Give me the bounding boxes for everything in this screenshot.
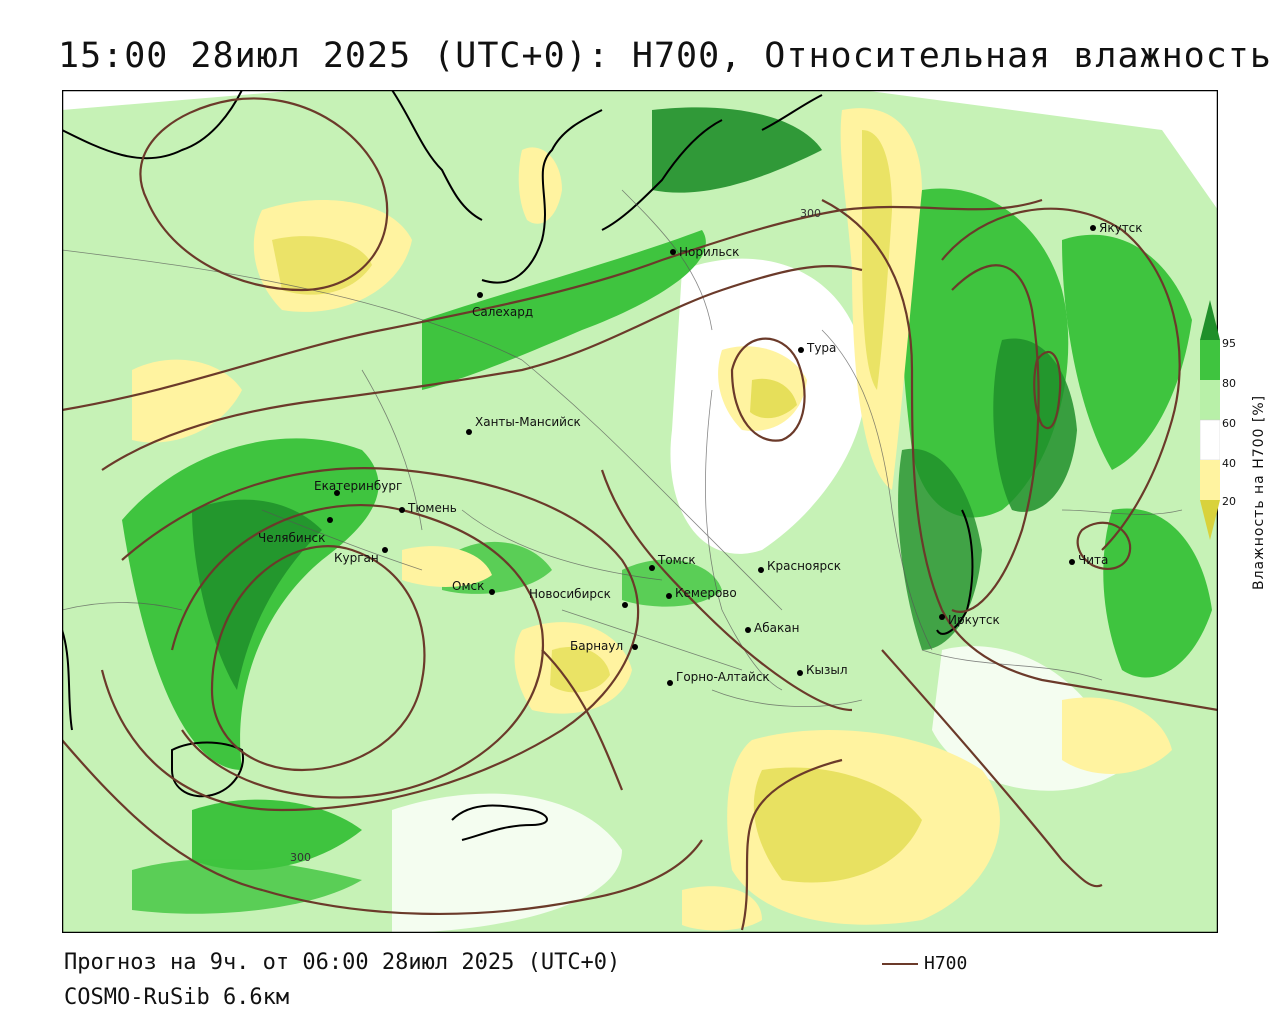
colorbar-tick-80: 80 <box>1222 377 1236 390</box>
h700-contour <box>740 758 843 931</box>
city-marker[interactable]: Новосибирск <box>529 587 628 608</box>
h700-contour <box>941 207 1181 551</box>
city-marker[interactable]: Чита <box>1069 553 1108 567</box>
map-title: 15:00 28июл 2025 (UTC+0): H700, Относите… <box>58 36 1272 76</box>
svg-text:Абакан: Абакан <box>754 621 799 635</box>
colorbar-band-40 <box>1200 460 1220 500</box>
colorbar-top-triangle <box>1200 300 1220 340</box>
city-marker[interactable]: Якутск <box>1090 221 1143 235</box>
city-marker[interactable]: Красноярск <box>758 559 841 573</box>
city-marker[interactable]: Ханты-Мансийск <box>466 415 581 435</box>
colorbar-title: Влажность на H700 [%] <box>1251 394 1267 590</box>
svg-text:Норильск: Норильск <box>679 245 739 259</box>
colorbar-tick-95: 95 <box>1222 337 1236 350</box>
h700-contour <box>1076 521 1132 570</box>
svg-text:Кызыл: Кызыл <box>806 663 848 677</box>
svg-text:Салехард: Салехард <box>472 305 533 319</box>
h700-legend-label: H700 <box>924 953 968 974</box>
colorbar-tick-40: 40 <box>1222 457 1236 470</box>
colorbar-band-60 <box>1200 419 1220 461</box>
h700-contour <box>101 265 863 471</box>
cities: Якутск Норильск Салехард Тура Ханты-Манс… <box>258 221 1143 686</box>
contour-label: 300 <box>800 207 821 220</box>
city-marker[interactable]: Курган <box>334 547 388 565</box>
city-marker[interactable]: Омск <box>452 579 495 595</box>
h700-legend-line <box>882 963 918 965</box>
svg-text:Омск: Омск <box>452 579 484 593</box>
svg-text:Красноярск: Красноярск <box>767 559 841 573</box>
svg-text:Иркутск: Иркутск <box>948 613 1000 627</box>
coastlines <box>62 90 974 841</box>
city-marker[interactable]: Екатеринбург <box>314 479 402 496</box>
svg-text:Кемерово: Кемерово <box>675 586 737 600</box>
city-marker[interactable]: Норильск <box>670 245 739 259</box>
h700-contour <box>821 199 1218 712</box>
svg-text:Екатеринбург: Екатеринбург <box>314 479 402 493</box>
border-lines <box>62 189 1183 707</box>
city-marker[interactable]: Кызыл <box>797 663 848 677</box>
h700-contour <box>62 198 1043 412</box>
h700-contour <box>170 503 545 799</box>
svg-text:Чита: Чита <box>1078 553 1108 567</box>
svg-text:Томск: Томск <box>657 553 696 567</box>
city-marker[interactable]: Барнаул <box>570 639 638 653</box>
h700-contour <box>600 469 853 712</box>
forecast-info: Прогноз на 9ч. от 06:00 28июл 2025 (UTC+… <box>64 950 621 975</box>
colorbar-band-80 <box>1200 380 1220 420</box>
h700-contour <box>881 649 1103 888</box>
city-marker[interactable]: Иркутск <box>939 613 1000 627</box>
svg-text:Барнаул: Барнаул <box>570 639 623 653</box>
city-marker[interactable]: Томск <box>649 553 696 571</box>
weather-map: 300 300 Якутск Норильск Салехард Тура Ха… <box>62 90 1218 933</box>
svg-text:Якутск: Якутск <box>1099 221 1143 235</box>
svg-text:Тура: Тура <box>806 341 836 355</box>
colorbar-band-95 <box>1200 340 1220 380</box>
h700-contour <box>210 545 426 772</box>
h700-contour <box>100 467 640 812</box>
h700-contour <box>541 649 624 791</box>
humidity-colorbar <box>1200 300 1220 540</box>
colorbar-bottom-triangle <box>1200 500 1220 540</box>
svg-text:Курган: Курган <box>334 551 379 565</box>
h700-contours <box>62 97 1218 931</box>
h700-contour <box>139 97 389 292</box>
colorbar-tick-20: 20 <box>1222 495 1236 508</box>
svg-text:Челябинск: Челябинск <box>258 531 325 545</box>
colorbar-tick-60: 60 <box>1222 417 1236 430</box>
h700-contour <box>1033 351 1062 430</box>
city-marker[interactable]: Салехард <box>472 292 533 319</box>
svg-text:Ханты-Мансийск: Ханты-Мансийск <box>475 415 581 429</box>
contour-label: 300 <box>290 851 311 864</box>
h700-contour <box>730 337 806 442</box>
svg-text:Новосибирск: Новосибирск <box>529 587 611 601</box>
city-marker[interactable]: Абакан <box>745 621 799 635</box>
city-marker[interactable]: Кемерово <box>666 586 737 600</box>
svg-text:Тюмень: Тюмень <box>407 501 457 515</box>
city-marker[interactable]: Челябинск <box>258 517 333 545</box>
svg-text:Горно-Алтайск: Горно-Алтайск <box>676 670 770 684</box>
h700-contour <box>62 739 703 915</box>
model-name: COSMO-RuSib 6.6км <box>64 985 290 1010</box>
humidity-field <box>62 90 1218 933</box>
city-marker[interactable]: Тюмень <box>399 501 457 515</box>
city-marker[interactable]: Тура <box>798 341 836 355</box>
city-marker[interactable]: Горно-Алтайск <box>667 670 770 686</box>
map-frame <box>62 90 1218 933</box>
